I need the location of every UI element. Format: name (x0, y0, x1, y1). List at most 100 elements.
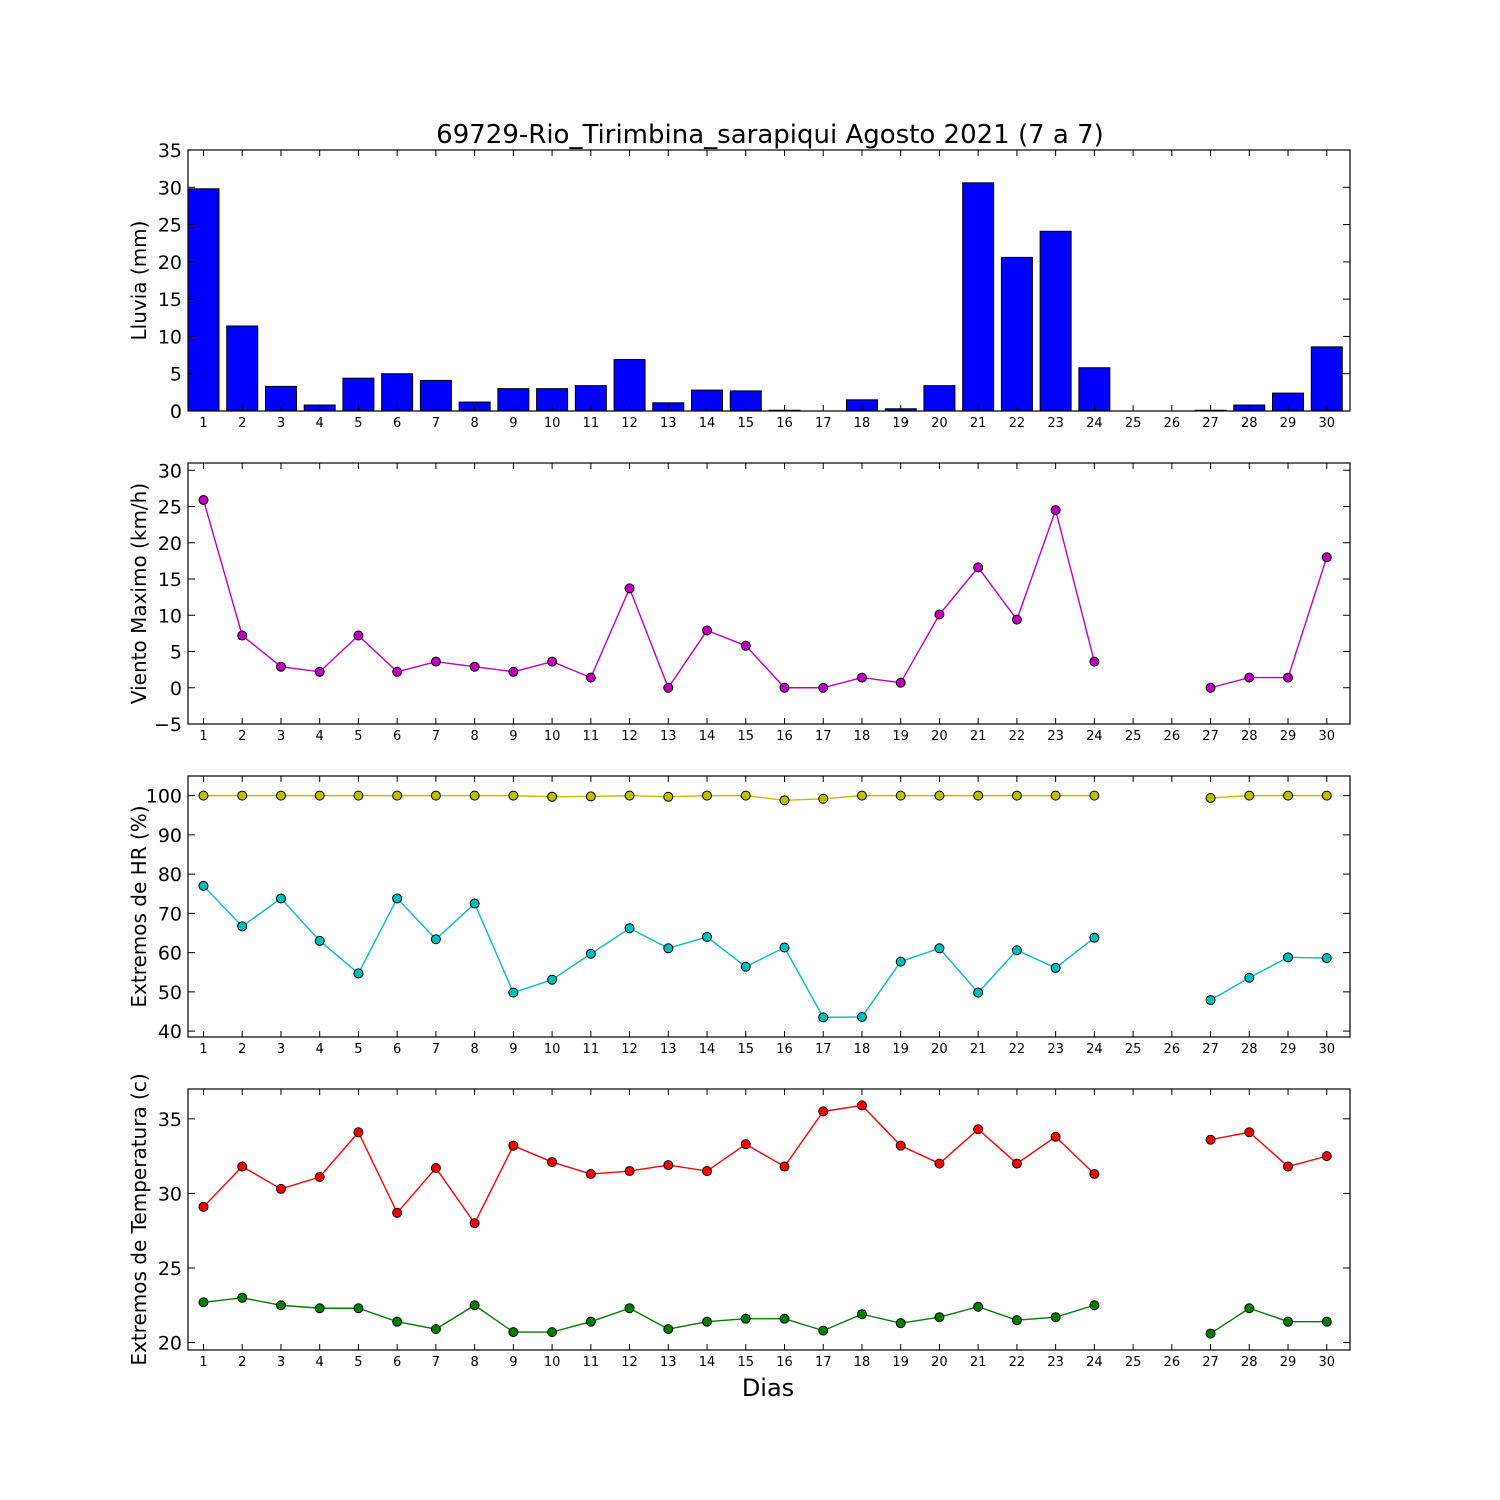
x-tick-label: 26 (1164, 729, 1181, 744)
point-s2-day-6 (392, 1316, 403, 1327)
point-s2-day-9 (508, 987, 519, 998)
x-tick-label: 20 (931, 416, 948, 431)
y-tick-label: 5 (170, 642, 182, 664)
y-axis-label: Viento Maximo (km/h) (127, 483, 151, 704)
point-s2-day-8 (469, 1300, 480, 1311)
point-s2-day-27 (1205, 995, 1216, 1006)
point-s2-day-5 (353, 968, 364, 979)
x-tick-label: 1 (199, 1355, 207, 1370)
y-tick-label: 10 (158, 605, 182, 627)
point-s1-day-15 (740, 790, 751, 801)
x-tick-label: 7 (432, 416, 440, 431)
y-tick-label: 60 (158, 943, 182, 965)
point-s1-day-30 (1321, 790, 1332, 801)
x-tick-label: 6 (393, 1042, 401, 1057)
x-tick-label: 10 (544, 1042, 561, 1057)
point-s1-day-19 (895, 790, 906, 801)
point-s2-day-28 (1244, 972, 1255, 983)
point-s1-day-6 (392, 790, 403, 801)
x-tick-label: 29 (1280, 1355, 1297, 1370)
point-s1-day-24 (1089, 790, 1100, 801)
x-tick-label: 2 (238, 1355, 246, 1370)
point-s1-day-27 (1205, 792, 1216, 803)
point-s1-day-2 (237, 1161, 248, 1172)
x-tick-label: 2 (238, 1042, 246, 1057)
point-s2-day-19 (895, 956, 906, 967)
x-tick-label: 27 (1202, 1355, 1219, 1370)
x-tick-label: 22 (1009, 729, 1026, 744)
point-s1-day-10 (547, 656, 558, 667)
y-tick-label: 50 (158, 982, 182, 1004)
point-s2-day-23 (1050, 962, 1061, 973)
y-tick-label: 20 (158, 252, 182, 274)
point-s1-day-30 (1321, 552, 1332, 563)
x-tick-label: 18 (854, 729, 871, 744)
point-s1-day-24 (1089, 656, 1100, 667)
point-s2-day-17 (818, 1012, 829, 1023)
x-axis-label: Dias (742, 1374, 794, 1402)
bar-day-6 (381, 373, 414, 412)
point-s1-day-20 (934, 790, 945, 801)
y-tick-label: 25 (158, 1258, 182, 1280)
point-s1-day-14 (702, 790, 713, 801)
x-tick-label: 16 (776, 1042, 793, 1057)
point-s2-day-16 (779, 1313, 790, 1324)
y-tick-label: 70 (158, 903, 182, 925)
point-s2-day-3 (275, 893, 286, 904)
x-tick-label: 15 (737, 1042, 754, 1057)
x-tick-label: 7 (432, 729, 440, 744)
point-s2-day-30 (1321, 1316, 1332, 1327)
x-tick-label: 22 (1009, 1355, 1026, 1370)
point-s1-day-4 (314, 790, 325, 801)
point-s1-day-13 (663, 682, 674, 693)
point-s2-day-12 (624, 1303, 635, 1314)
point-s1-day-28 (1244, 672, 1255, 683)
point-s2-day-4 (314, 1303, 325, 1314)
point-s1-day-13 (663, 791, 674, 802)
x-tick-label: 15 (737, 416, 754, 431)
point-s1-day-5 (353, 630, 364, 641)
y-tick-label: 100 (146, 786, 182, 808)
point-s2-day-21 (973, 987, 984, 998)
x-tick-label: 21 (970, 1355, 987, 1370)
bar-day-30 (1310, 346, 1343, 412)
point-s1-day-5 (353, 1127, 364, 1138)
x-tick-label: 16 (776, 1355, 793, 1370)
point-s2-day-4 (314, 935, 325, 946)
point-s1-day-7 (430, 656, 441, 667)
point-s2-day-2 (237, 921, 248, 932)
point-s1-day-18 (856, 672, 867, 683)
x-tick-label: 28 (1241, 729, 1258, 744)
bar-day-23 (1039, 230, 1072, 412)
x-tick-label: 5 (354, 729, 362, 744)
x-tick-label: 13 (660, 729, 677, 744)
series-2-line-2 (1210, 956, 1327, 1001)
x-tick-label: 14 (699, 1355, 716, 1370)
point-s1-day-23 (1050, 790, 1061, 801)
bar-day-2 (226, 325, 259, 412)
x-tick-label: 5 (354, 1355, 362, 1370)
point-s1-day-20 (934, 1158, 945, 1169)
x-tick-label: 4 (316, 1355, 324, 1370)
series-1-line-2 (1210, 1131, 1327, 1168)
x-tick-label: 10 (544, 1355, 561, 1370)
x-tick-label: 5 (354, 416, 362, 431)
point-s1-day-11 (585, 1169, 596, 1180)
y-tick-label: 15 (158, 569, 182, 591)
point-s1-day-7 (430, 1163, 441, 1174)
point-s1-day-3 (275, 661, 286, 672)
y-axis-label: Lluvia (mm) (127, 221, 151, 341)
point-s1-day-11 (585, 791, 596, 802)
point-s2-day-27 (1205, 1328, 1216, 1339)
point-s1-day-27 (1205, 682, 1216, 693)
point-s1-day-2 (237, 790, 248, 801)
x-tick-label: 22 (1009, 1042, 1026, 1057)
point-s1-day-6 (392, 1207, 403, 1218)
point-s2-day-17 (818, 1325, 829, 1336)
point-s2-day-20 (934, 1312, 945, 1323)
x-tick-label: 20 (931, 729, 948, 744)
point-s2-day-12 (624, 923, 635, 934)
x-tick-label: 3 (277, 416, 285, 431)
